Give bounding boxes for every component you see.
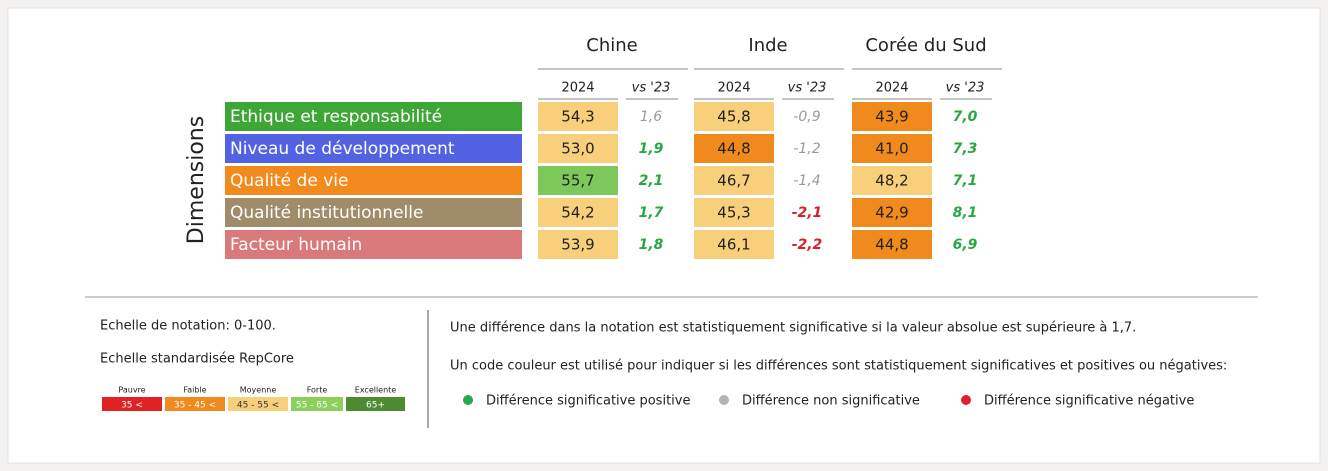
score: 44,8: [717, 140, 750, 158]
column-header: vs '23: [632, 81, 671, 96]
score: 45,8: [717, 108, 750, 126]
score: 48,2: [875, 172, 908, 190]
scale-box: [102, 397, 162, 411]
score-cell: [852, 134, 932, 163]
score-cell: [694, 102, 774, 131]
score-cell: [538, 134, 618, 163]
scale-name: Moyenne: [240, 386, 277, 395]
column-header: vs '23: [788, 81, 827, 96]
difference: 1,7: [639, 205, 664, 221]
score: 43,9: [875, 108, 908, 126]
score-cell: [538, 230, 618, 259]
dimension-label: Qualité institutionnelle: [230, 203, 423, 223]
difference: 1,6: [640, 109, 662, 125]
score-cell: [694, 134, 774, 163]
dimension-label: Qualité de vie: [230, 171, 348, 191]
score-cell: [694, 166, 774, 195]
score-cell: [538, 102, 618, 131]
dimension-label: Facteur humain: [230, 235, 362, 255]
scale-box: [228, 397, 288, 411]
scale-title: Echelle standardisée RepCore: [100, 352, 294, 367]
key-label: Différence significative négative: [984, 394, 1194, 409]
score: 55,7: [561, 172, 594, 190]
dimension-label: Niveau de développement: [230, 139, 455, 159]
score-cell: [852, 166, 932, 195]
difference: -1,4: [793, 173, 820, 189]
scale-range: 55 - 65 <: [296, 401, 338, 411]
key-label: Différence significative positive: [486, 394, 690, 409]
difference: 8,1: [953, 205, 978, 221]
note: Un code couleur est utilisé pour indique…: [450, 359, 1227, 374]
score-cell: [852, 230, 932, 259]
score: 45,3: [717, 204, 750, 222]
dimension-label: Ethique et responsabilité: [230, 107, 442, 127]
difference: -1,2: [793, 141, 820, 157]
difference: 2,1: [639, 173, 664, 189]
scale-box: [165, 397, 225, 411]
key-dot: [961, 395, 971, 405]
score: 46,1: [717, 236, 750, 254]
difference: 1,8: [639, 237, 664, 253]
scale-range: 35 - 45 <: [174, 401, 216, 411]
scale-note: Echelle de notation: 0-100.: [100, 319, 276, 334]
score-cell: [694, 230, 774, 259]
column-header: vs '23: [946, 81, 985, 96]
scale-range: 35 <: [121, 401, 143, 411]
axis-label: Dimensions: [184, 116, 209, 244]
difference: -0,9: [793, 109, 820, 125]
scale-name: Pauvre: [118, 386, 145, 395]
country-header: Inde: [748, 35, 787, 56]
score-cell: [694, 198, 774, 227]
key-dot: [463, 395, 473, 405]
column-header: 2024: [875, 81, 908, 96]
difference: 7,3: [953, 141, 978, 157]
dimension-label-bg: [225, 166, 522, 195]
difference: 7,1: [953, 173, 978, 189]
scale-name: Excellente: [355, 386, 397, 395]
difference: 1,9: [639, 141, 664, 157]
note: Une différence dans la notation est stat…: [450, 321, 1136, 336]
score: 53,9: [561, 236, 594, 254]
score: 42,9: [875, 204, 908, 222]
score: 54,2: [561, 204, 594, 222]
difference: 7,0: [953, 109, 978, 125]
scale-range: 65+: [366, 401, 385, 411]
dimension-label-bg: [225, 198, 522, 227]
dimension-label-bg: [225, 102, 522, 131]
score-cell: [852, 198, 932, 227]
key-dot: [719, 395, 729, 405]
key-label: Différence non significative: [742, 394, 920, 409]
country-header: Chine: [586, 35, 637, 56]
difference: 6,9: [953, 237, 978, 253]
score: 46,7: [717, 172, 750, 190]
difference: -2,1: [792, 205, 823, 221]
score: 41,0: [875, 140, 908, 158]
score-cell: [538, 166, 618, 195]
scale-range: 45 - 55 <: [237, 401, 279, 411]
country-header: Corée du Sud: [865, 35, 986, 56]
scale-box: [346, 397, 405, 411]
score-cell: [538, 198, 618, 227]
score: 44,8: [875, 236, 908, 254]
column-header: 2024: [561, 81, 594, 96]
column-header: 2024: [717, 81, 750, 96]
dimension-label-bg: [225, 134, 522, 163]
score: 53,0: [561, 140, 594, 158]
dimension-label-bg: [225, 230, 522, 259]
scale-name: Forte: [307, 386, 328, 395]
difference: -2,2: [792, 237, 823, 253]
score-cell: [852, 102, 932, 131]
score: 54,3: [561, 108, 594, 126]
scale-name: Faible: [183, 386, 206, 395]
scale-box: [291, 397, 343, 411]
